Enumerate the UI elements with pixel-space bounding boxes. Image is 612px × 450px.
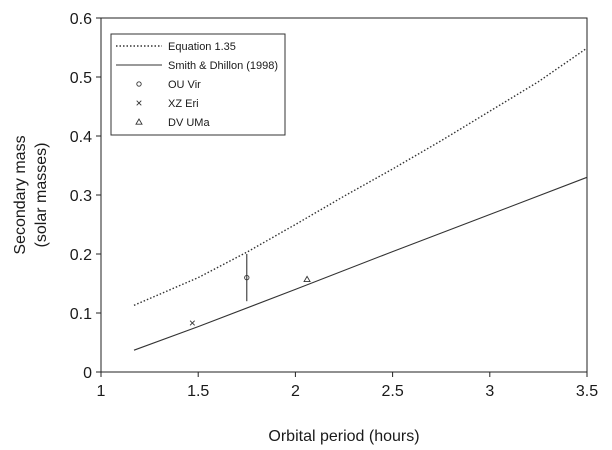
y-tick-label: 0	[83, 365, 92, 382]
y-tick-label: 0.6	[70, 11, 92, 28]
x-axis-label: Orbital period (hours)	[268, 428, 419, 445]
legend-label: DV UMa	[168, 117, 210, 129]
data-point-dv-uma	[303, 275, 311, 283]
series-line-equation	[133, 47, 588, 306]
x-tick-label: 2	[291, 383, 300, 400]
y-axis-label-line: (solar masses)	[33, 143, 50, 248]
y-tick-label: 0.1	[70, 306, 92, 323]
marker-layer	[189, 254, 311, 326]
y-tick-label: 0.5	[70, 70, 92, 87]
x-tick-label: 1.5	[187, 383, 209, 400]
series-line-smith-dhillon	[133, 176, 588, 351]
legend: Equation 1.35 Smith & Dhillon (1998) OU Vi…	[110, 33, 286, 136]
x-tick-label: 1	[97, 383, 106, 400]
legend-box	[110, 33, 286, 136]
y-tick-label: 0.2	[70, 247, 92, 264]
axis-ticks: 1 1.5 2 2.5 3 3.5 0 0.1 0.2 0.3 0.4 0.5 0.6	[70, 11, 598, 400]
legend-label: OU Vir	[168, 79, 201, 91]
legend-swatch	[136, 100, 142, 106]
y-axis-label-line: Secondary mass	[12, 135, 29, 254]
x-tick-label: 2.5	[381, 383, 403, 400]
legend-label: Smith & Dhillon (1998)	[168, 60, 278, 72]
y-tick-label: 0.3	[70, 188, 92, 205]
legend-label: Equation 1.35	[168, 41, 236, 53]
x-tick-label: 3	[485, 383, 494, 400]
x-tick-label: 3.5	[576, 383, 598, 400]
data-point-xz-eri	[189, 320, 195, 326]
series-layer	[133, 47, 588, 351]
y-tick-label: 0.4	[70, 129, 92, 146]
legend-swatch	[135, 118, 143, 125]
y-axis-label: Secondary mass (solar masses)	[12, 135, 50, 254]
legend-label: XZ Eri	[168, 98, 199, 110]
data-point-ou-vir	[244, 274, 250, 281]
legend-swatch	[136, 81, 142, 87]
